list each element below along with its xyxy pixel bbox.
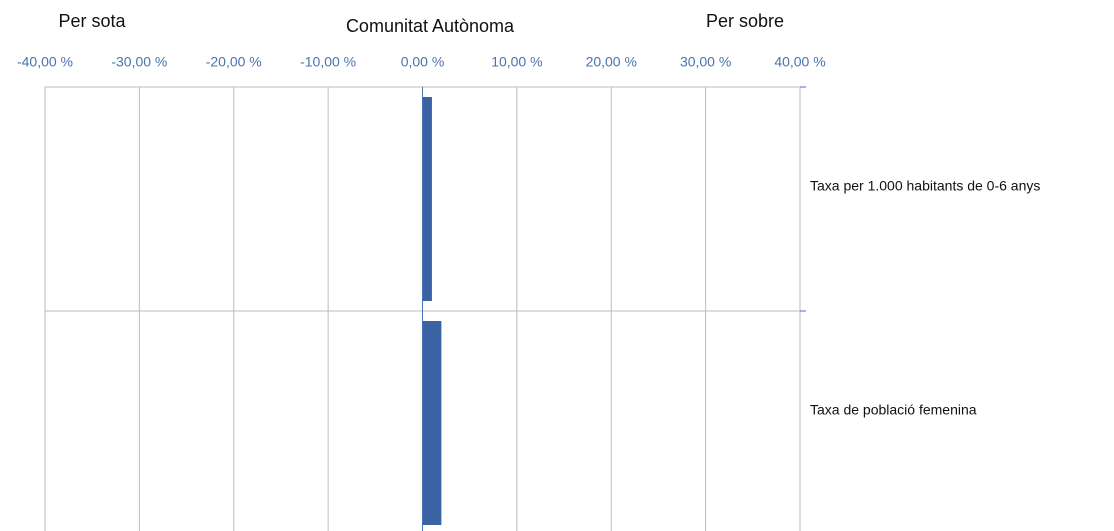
x-tick-label: -20,00 % <box>206 54 262 70</box>
x-tick-label: 20,00 % <box>586 54 637 70</box>
x-tick-label: 40,00 % <box>774 54 825 70</box>
y-tick-label: Taxa per 1.000 habitants de 0-6 anys <box>810 178 1040 194</box>
annotation: Per sota <box>58 11 126 31</box>
x-tick-label: -10,00 % <box>300 54 356 70</box>
x-tick-label: -40,00 % <box>17 54 73 70</box>
annotation: Per sobre <box>706 11 784 31</box>
x-tick-label: 0,00 % <box>401 54 445 70</box>
bar <box>422 97 432 301</box>
y-tick-label: Taxa de població femenina <box>810 402 977 418</box>
x-tick-label: 10,00 % <box>491 54 542 70</box>
annotation: Comunitat Autònoma <box>346 16 515 36</box>
x-tick-label: -30,00 % <box>111 54 167 70</box>
bar <box>422 321 442 525</box>
x-tick-label: 30,00 % <box>680 54 731 70</box>
